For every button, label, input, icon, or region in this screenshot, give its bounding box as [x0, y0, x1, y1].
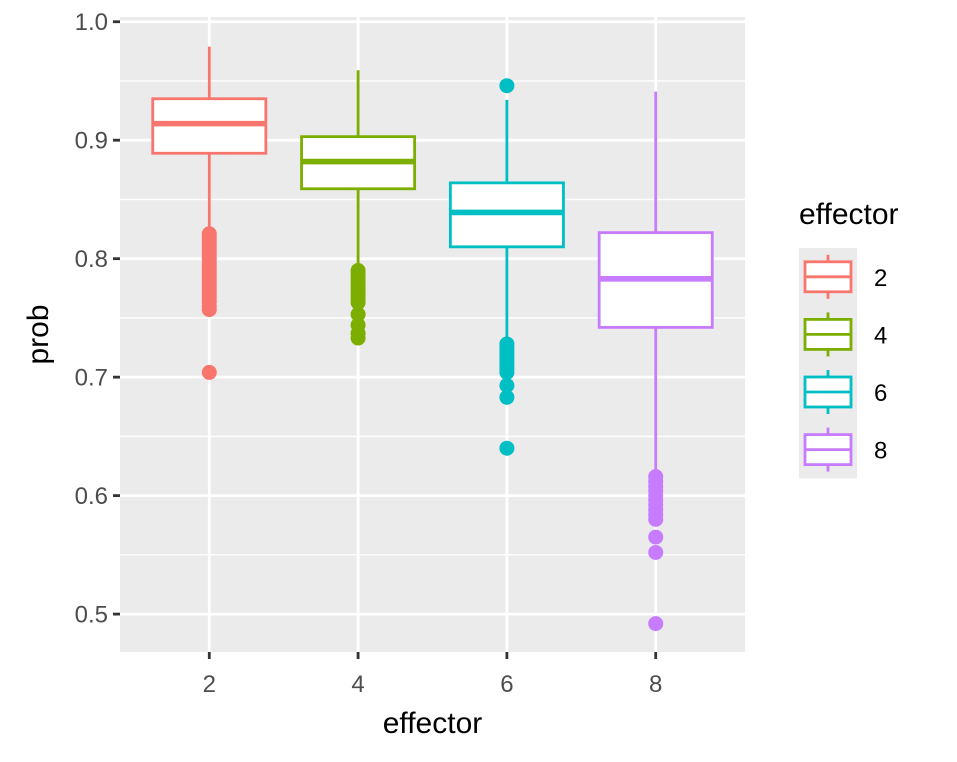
x-axis: 2 4 6 8	[203, 652, 662, 698]
outlier-point	[648, 616, 664, 632]
y-tick-label: 0.8	[75, 246, 108, 273]
outlier-point	[201, 364, 217, 380]
legend-label: 4	[874, 322, 887, 349]
outlier-point	[499, 389, 515, 405]
x-tick-label: 4	[351, 671, 364, 698]
y-tick-label: 0.5	[75, 602, 108, 629]
y-tick-label: 1.0	[75, 9, 108, 36]
boxplot-effector-2	[151, 46, 268, 380]
x-axis-title: effector	[383, 707, 483, 740]
outlier-point	[499, 364, 515, 380]
legend-label: 2	[874, 265, 887, 292]
x-tick-label: 2	[203, 671, 216, 698]
boxplot-effector-8	[597, 91, 714, 632]
outlier-point	[499, 377, 515, 393]
legend-title: effector	[799, 198, 899, 231]
legend-items: 2 4 6 8	[803, 254, 887, 472]
outlier-point	[350, 295, 366, 311]
legend-label: 6	[874, 380, 887, 407]
legend-item-6: 6	[803, 370, 887, 414]
outlier-point	[350, 330, 366, 346]
outlier-point	[499, 440, 515, 456]
y-tick-label: 0.6	[75, 483, 108, 510]
legend-label: 8	[874, 438, 887, 465]
outlier-point	[648, 544, 664, 560]
boxplot-effector-6	[448, 78, 565, 456]
outlier-point	[350, 306, 366, 322]
y-axis-title: prob	[22, 304, 55, 364]
legend-item-2: 2	[803, 254, 887, 299]
outlier-point	[648, 511, 664, 527]
y-axis: 0.5 0.6 0.7 0.8 0.9 1.0	[75, 9, 120, 629]
y-tick-label: 0.7	[75, 365, 108, 392]
x-tick-label: 6	[500, 671, 513, 698]
legend-item-8: 8	[803, 427, 887, 472]
x-tick-label: 8	[649, 671, 662, 698]
outlier-point	[648, 529, 664, 545]
outlier-point	[201, 302, 217, 318]
legend: effector 2 4 6 8	[799, 198, 899, 479]
boxplot-effector-4	[300, 70, 417, 346]
legend-item-4: 4	[803, 312, 887, 357]
y-tick-label: 0.9	[75, 128, 108, 155]
outlier-point	[499, 78, 515, 94]
boxplots	[151, 46, 714, 632]
